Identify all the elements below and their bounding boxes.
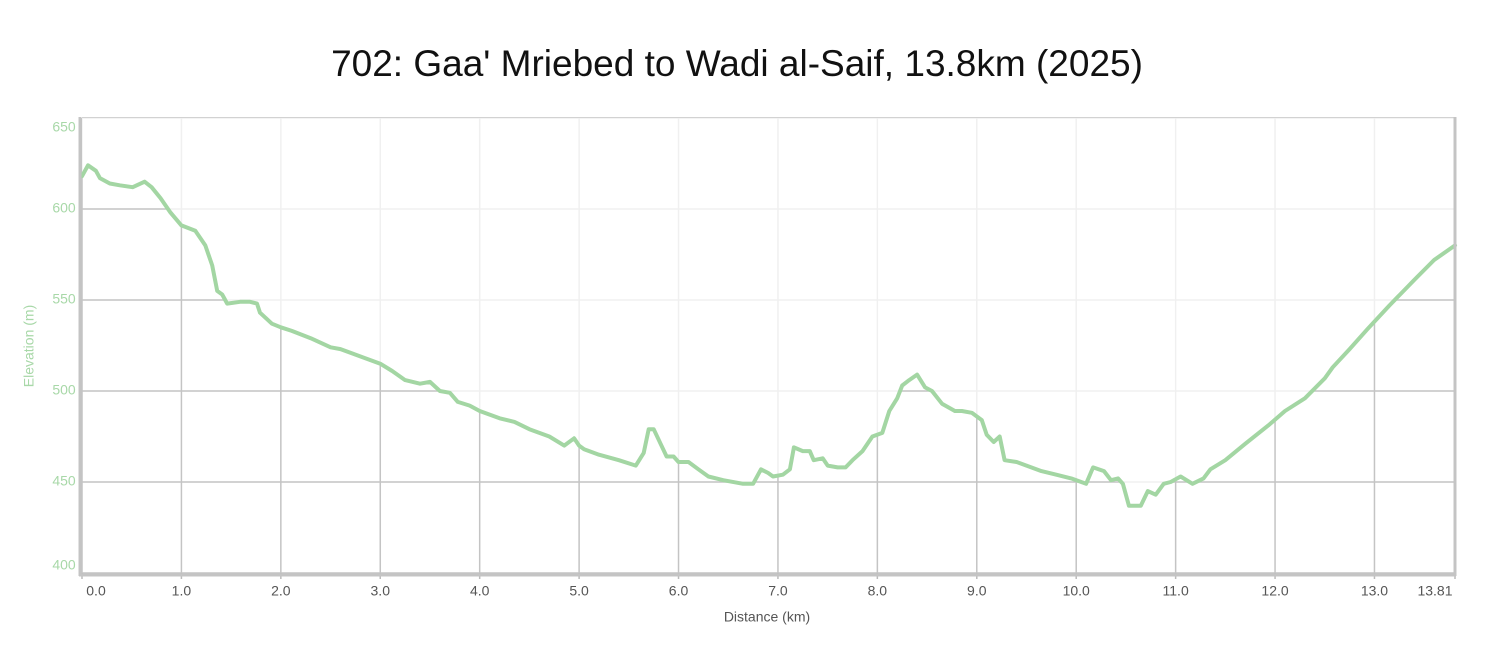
x-tick-label: 11.0 [1163,583,1189,599]
axes: 400 450 500 550 600 650 0.0 1.0 2.0 3.0 4.0 5.0 6.0 7… [52,117,1457,599]
x-tick-label: 6.0 [669,583,689,599]
x-tick-label: 13.81 [1417,583,1452,599]
x-tick-label: 13.0 [1361,583,1388,599]
x-tick-label: 10.0 [1063,583,1090,599]
x-tick-label: 12.0 [1261,583,1288,599]
marks [80,118,1457,508]
y-tick-label: 450 [52,473,76,489]
x-tick-label: 7.0 [768,583,788,599]
x-tick-label: 4.0 [470,583,490,599]
x-tick-label: 9.0 [967,583,987,599]
y-axis-label: Elevation (m) [21,305,37,387]
veil [82,118,1455,506]
chart-title: 702: Gaa' Mriebed to Wadi al-Saif, 13.8k… [331,43,1143,84]
y-tick-label: 400 [52,557,76,573]
x-tick-label: 8.0 [868,583,888,599]
elevation-line [80,163,1457,508]
y-tick-label: 600 [52,200,76,216]
y-tick-label: 550 [52,291,76,307]
x-tick-label: 5.0 [569,583,589,599]
x-tick-label: 0.0 [86,583,106,599]
y-tick-label: 650 [52,119,76,135]
x-tick-label: 1.0 [172,583,192,599]
x-axis-label: Distance (km) [724,609,810,625]
x-tick-label: 3.0 [371,583,391,599]
x-tick-label: 2.0 [271,583,291,599]
y-tick-label: 500 [52,382,76,398]
